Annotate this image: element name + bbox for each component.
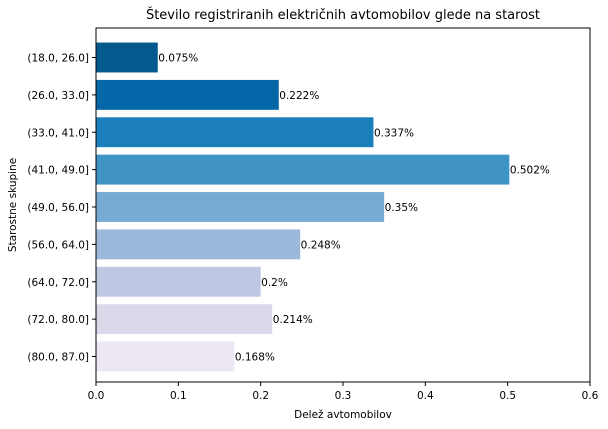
y-tick-label: (72.0, 80.0] [27, 314, 89, 326]
x-axis-label: Delež avtomobilov [294, 409, 392, 421]
bar-value-label: 0.248% [301, 239, 341, 251]
y-tick-label: (56.0, 64.0] [27, 239, 89, 251]
x-tick-label: 0.3 [335, 390, 352, 402]
chart-title: Število registriranih električnih avtomo… [146, 7, 540, 23]
bar [96, 266, 261, 297]
plot-area-frame [95, 27, 591, 383]
bar [96, 192, 385, 222]
x-tick-label: 0.2 [252, 390, 269, 402]
bar-value-label: 0.2% [261, 277, 288, 289]
x-tick-label: 0.5 [499, 390, 516, 402]
bar [96, 117, 374, 148]
bar [96, 42, 158, 73]
bar [96, 229, 301, 260]
bar [96, 79, 279, 110]
x-tick-label: 0.1 [170, 390, 187, 402]
bar [96, 304, 273, 335]
x-tick-label: 0.4 [417, 390, 434, 402]
y-tick-label: (33.0, 41.0] [27, 127, 89, 139]
y-tick-label: (41.0, 49.0] [27, 165, 89, 177]
bar-value-label: 0.222% [279, 90, 319, 102]
bars-group [96, 42, 510, 372]
y-tick-label: (80.0, 87.0] [27, 352, 89, 364]
y-tick-label: (64.0, 72.0] [27, 277, 89, 289]
data-labels-group: 0.075% 0.222% 0.337% 0.502% 0.35% 0.248% 0.2% 0… [158, 53, 550, 364]
x-tick-label: 0.6 [582, 390, 599, 402]
bar [96, 341, 235, 372]
x-tick-label: 0.0 [88, 390, 105, 402]
x-axis-ticks: 0.0 0.1 0.2 0.3 0.4 0.5 0.6 [88, 382, 599, 402]
y-axis-label: Starostne skupine [7, 158, 19, 252]
bar-value-label: 0.35% [385, 202, 418, 214]
y-axis-ticks: (18.0, 26.0] (26.0, 33.0] (33.0, 41.0] (41.… [27, 53, 96, 364]
bar-value-label: 0.168% [235, 352, 275, 364]
y-tick-label: (18.0, 26.0] [27, 53, 89, 65]
bar-value-label: 0.214% [273, 314, 313, 326]
bar-value-label: 0.337% [374, 127, 414, 139]
bar-value-label: 0.502% [510, 165, 550, 177]
y-tick-label: (49.0, 56.0] [27, 202, 89, 214]
bar [96, 154, 510, 185]
y-tick-label: (26.0, 33.0] [27, 90, 89, 102]
bar-value-label: 0.075% [158, 53, 198, 65]
